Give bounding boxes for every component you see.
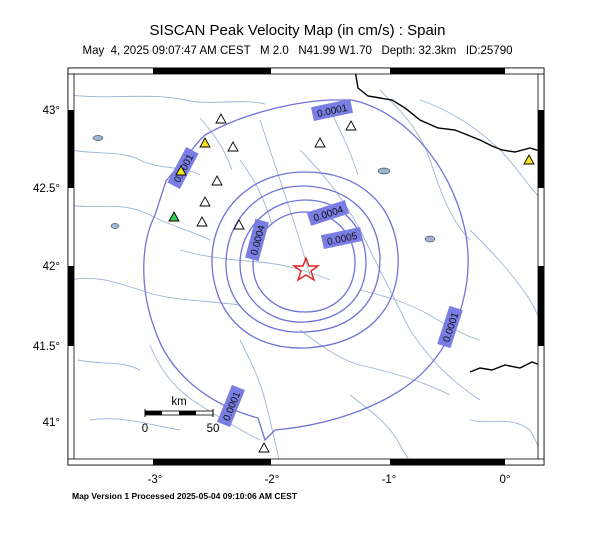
lat-label: 42.5°	[33, 183, 60, 195]
station-marker	[199, 137, 211, 148]
scale-bar-min: 0	[142, 423, 148, 435]
frame-ticks	[67, 67, 545, 466]
lon-label: -1°	[382, 474, 397, 486]
station-marker	[215, 113, 227, 124]
map-footer: Map Version 1 Processed 2025-05-04 09:10…	[72, 491, 298, 501]
lon-label: -2°	[265, 474, 280, 486]
map-title: SISCAN Peak Velocity Map (in cm/s) : Spa…	[149, 22, 446, 39]
station-marker	[196, 216, 208, 227]
lat-label: 41°	[43, 417, 60, 429]
river-network	[69, 89, 544, 466]
scale-bar-unit: km	[171, 396, 186, 408]
station-marker	[258, 442, 270, 453]
contour-0.0004-outer	[211, 171, 399, 349]
lat-label: 42°	[43, 261, 60, 273]
station-marker	[211, 175, 223, 186]
station-marker	[227, 141, 239, 152]
lon-label: -3°	[148, 474, 163, 486]
station-marker	[175, 165, 187, 176]
latitude-labels: 43° 42.5° 42° 41.5° 41°	[33, 105, 60, 429]
station-marker	[199, 196, 211, 207]
station-marker	[314, 137, 326, 148]
stations	[168, 113, 535, 453]
lat-label: 43°	[43, 105, 60, 117]
border-line	[354, 69, 544, 373]
lat-label: 41.5°	[33, 341, 60, 353]
lon-label: 0°	[500, 474, 511, 486]
station-marker	[233, 219, 245, 230]
scale-bar-max: 50	[207, 423, 220, 435]
map-subtitle: May 4, 2025 09:07:47 AM CEST M 2.0 N41.9…	[82, 45, 513, 57]
contour-0.0001	[143, 99, 469, 442]
longitude-labels: -3° -2° -1° 0°	[148, 474, 511, 486]
station-marker	[523, 154, 535, 165]
station-marker	[345, 120, 357, 131]
epicenter-star	[291, 256, 321, 282]
station-marker	[168, 211, 180, 222]
scale-bar: km 0 50	[142, 396, 220, 435]
